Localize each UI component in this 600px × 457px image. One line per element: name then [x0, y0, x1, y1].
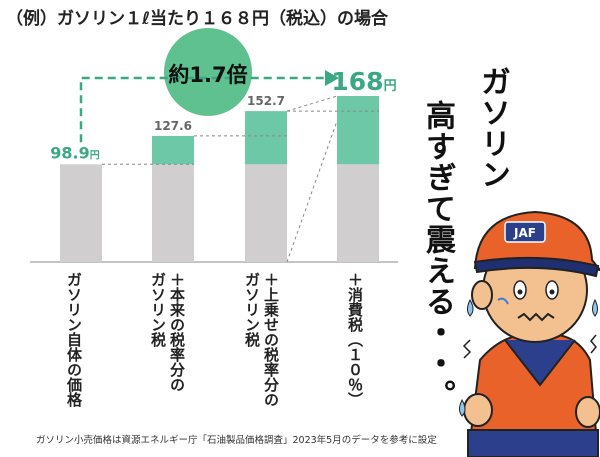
bar-base-segment [152, 164, 194, 262]
bar-added-segment [245, 111, 287, 165]
value-unit: 円 [90, 149, 100, 161]
bar-added-segment [152, 135, 194, 165]
growth-arrow-head [325, 70, 339, 86]
category-label-base-price: ガソリン自体の価格 [65, 272, 83, 407]
jaf-badge [504, 221, 546, 243]
jaf-badge-text: JAF [513, 226, 536, 240]
value-label-extra-tax: 152.7 [247, 94, 285, 108]
category-label-original-tax: ＋本来の税率分の ガソリン税 [149, 272, 186, 392]
bar-added-segment [337, 96, 379, 165]
value-unit: 円 [384, 79, 397, 94]
growth-arrow-line [79, 76, 325, 143]
value-label-original-tax: 127.6 [154, 119, 192, 133]
bar-base-segment [245, 164, 287, 262]
multiplier-label: 約1.7倍 [168, 63, 247, 87]
category-label-extra-tax: ＋上乗せの税率分の ガソリン税 [243, 272, 280, 407]
value-label-total: 168円 [331, 67, 396, 96]
guide-diagonal [286, 95, 338, 112]
multiplier-bubble [164, 28, 252, 116]
bar-base-segment [60, 164, 102, 262]
category-label-consumption-tax: ＋消費税（１０％） [346, 272, 364, 407]
value-label-base: 98.9円 [50, 143, 99, 162]
slogan-line-1: ガソリン [475, 66, 510, 190]
page-title: （例）ガソリン１ℓ当たり１６８円（税込）の場合 [6, 9, 389, 29]
bar-base-segment [337, 164, 379, 262]
source-footnote: ガソリン小売価格は資源エネルギー庁「石油製品価格調査」2023年5月のデータを参… [36, 435, 437, 446]
jaf-mascot-illustration: JAF [459, 210, 600, 457]
guide-diagonal [286, 120, 338, 263]
slogan-line-2: 高すぎて震える・・。 [420, 100, 455, 410]
